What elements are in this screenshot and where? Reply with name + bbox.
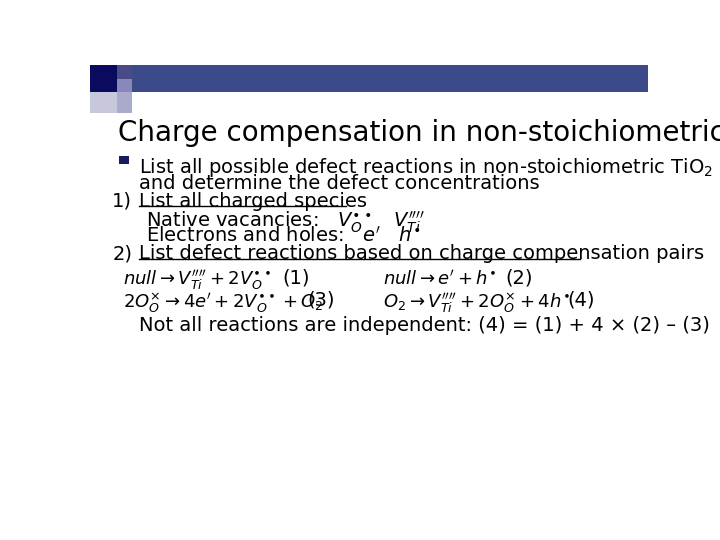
Text: $null \rightarrow V_{Ti}^{\prime\prime\prime\prime} + 2V_O^{\bullet\bullet}$: $null \rightarrow V_{Ti}^{\prime\prime\p…: [124, 269, 271, 293]
FancyBboxPatch shape: [117, 79, 132, 92]
FancyBboxPatch shape: [90, 92, 117, 113]
FancyBboxPatch shape: [90, 65, 648, 92]
Text: Not all reactions are independent: (4) = (1) + 4 × (2) – (3): Not all reactions are independent: (4) =…: [139, 315, 710, 334]
Text: $2O_O^{\times} \rightarrow 4e^{\prime} + 2V_O^{\bullet\bullet} + O_2$: $2O_O^{\times} \rightarrow 4e^{\prime} +…: [124, 292, 324, 315]
Text: List defect reactions based on charge compensation pairs: List defect reactions based on charge co…: [139, 245, 704, 264]
Text: 2): 2): [112, 245, 132, 264]
FancyBboxPatch shape: [117, 92, 132, 113]
FancyBboxPatch shape: [119, 156, 129, 164]
Text: (3): (3): [307, 291, 335, 309]
Text: 1): 1): [112, 192, 132, 211]
FancyBboxPatch shape: [117, 65, 132, 79]
Text: and determine the defect concentrations: and determine the defect concentrations: [139, 174, 540, 193]
Text: Electrons and holes:   $e^{\prime}$   $h^{\bullet}$: Electrons and holes: $e^{\prime}$ $h^{\b…: [145, 226, 420, 246]
Text: List all charged species: List all charged species: [139, 192, 367, 211]
Text: (2): (2): [505, 268, 534, 287]
FancyBboxPatch shape: [90, 65, 117, 92]
Text: $null \rightarrow e^{\prime} + h^{\bullet}$: $null \rightarrow e^{\prime} + h^{\bulle…: [383, 269, 496, 288]
Text: Native vacancies:   $V_O^{\bullet\bullet}$   $V_{Ti}^{\prime\prime\prime\prime}$: Native vacancies: $V_O^{\bullet\bullet}$…: [145, 210, 425, 235]
Text: $O_2 \rightarrow V_{Ti}^{\prime\prime\prime\prime} + 2O_O^{\times} + 4h^{\bullet: $O_2 \rightarrow V_{Ti}^{\prime\prime\pr…: [383, 292, 570, 315]
Text: List all possible defect reactions in non-stoichiometric TiO$_2$: List all possible defect reactions in no…: [139, 156, 713, 179]
Text: Charge compensation in non-stoichiometric solids: Charge compensation in non-stoichiometri…: [118, 119, 720, 147]
Text: (1): (1): [282, 268, 310, 287]
Text: (4): (4): [567, 291, 595, 309]
